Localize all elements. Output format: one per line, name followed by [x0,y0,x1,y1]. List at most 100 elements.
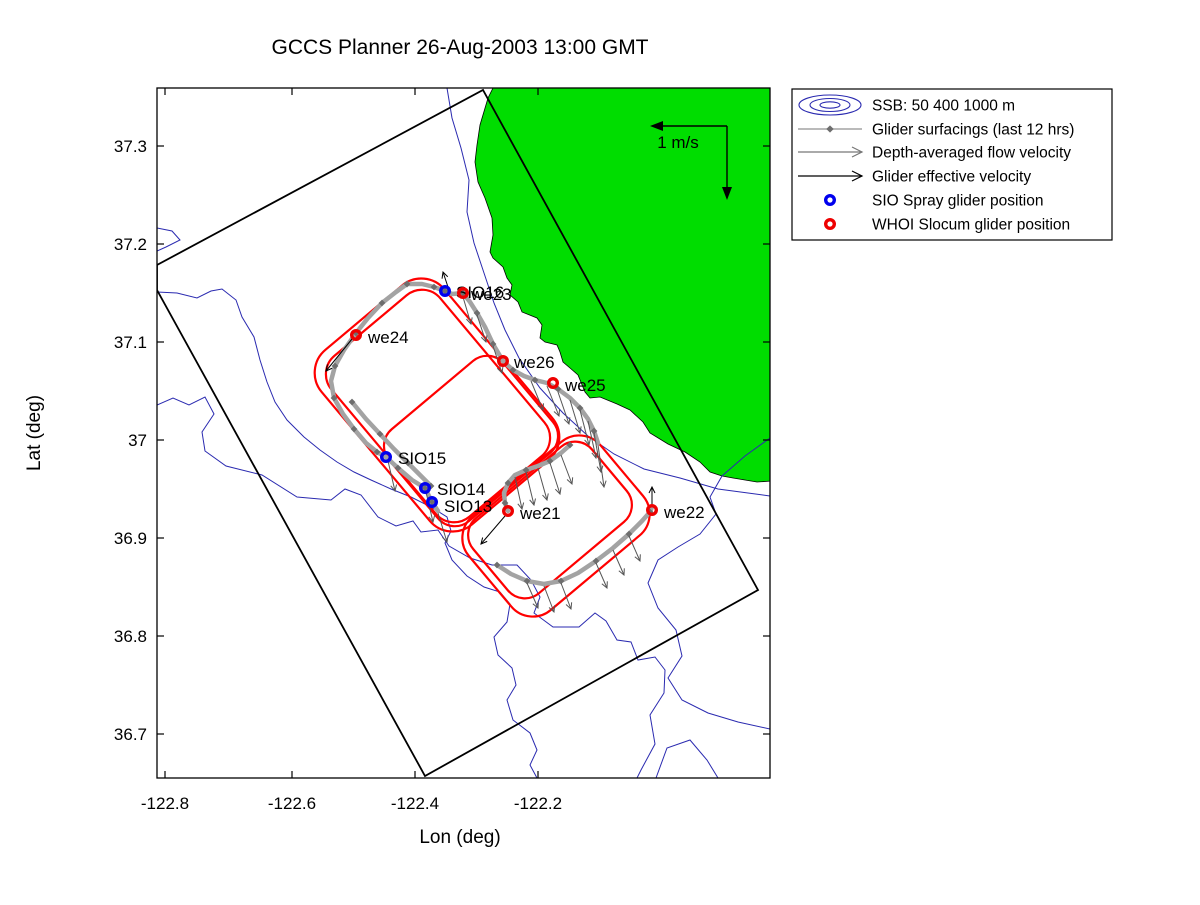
flow-arrowhead-icon [584,438,591,447]
surfacing-diamond-icon [331,362,339,370]
scale-arrowhead-down-icon [722,187,732,200]
glider-label-SIO13: SIO13 [444,497,492,516]
flow-arrowhead-icon [563,417,571,426]
surfacing-diamond-icon [350,425,358,433]
flow-arrow [597,444,605,488]
legend-label-3: Glider effective velocity [872,169,1031,186]
flow-arrowhead-icon [566,477,574,486]
ssb-contours-icon [798,94,862,116]
y-axis-label: Lat (deg) [24,395,45,471]
flow-arrow [476,314,487,343]
spray-marker-icon [824,193,837,206]
y-tick-label: 36.8 [114,627,147,646]
surfacing-diamond-icon [459,289,467,297]
plot-border [156,87,771,779]
track-we22 [494,504,655,587]
bathymetry-contour-4 [157,288,538,778]
flow-arrow [612,549,625,576]
surfacing-diamond-icon [441,287,449,295]
effective-velocity-arrow [480,515,506,545]
legend-label-5: WHOI Slocum glider position [872,217,1070,234]
flow-arrow [543,585,555,613]
surfacing-diamond-icon [501,499,509,507]
x-tick-label: -122.6 [268,794,316,813]
flow-arrowhead-icon [428,515,436,524]
flow-arrow [546,385,560,417]
surfacing-diamond-icon [348,398,356,406]
track-sio [328,281,441,514]
effective-arrowhead-icon [325,364,333,372]
x-tick-label: -122.4 [391,794,439,813]
bathymetry-contour-5 [655,739,719,778]
bathymetry-contour-3 [157,227,181,252]
flow-arrow [557,391,570,425]
bathymetry-contour-0 [446,88,770,497]
effective-arrowhead-icon [480,537,488,545]
flow-arrowhead-icon [390,484,398,493]
effective-arrowhead-icon [441,270,449,279]
flow-arrowhead-icon [542,493,549,502]
glider-marker-we23 [457,287,470,300]
flow-arrow [462,296,472,325]
glider-label-we23: we23 [470,285,512,304]
legend-label-0: SSB: 50 400 1000 m [872,98,1015,115]
flow-arrow [526,582,539,609]
scale-arrowhead-left-icon [650,121,663,131]
scale-arrow-label: 1 m/s [657,133,699,152]
flow-arrow [525,471,535,506]
y-tick-label: 37.1 [114,333,147,352]
flow-arrow [560,582,572,610]
ssb-contours-icon [809,97,851,113]
surfacing-diamond-icon [421,484,429,492]
effective-arrowhead-icon [648,485,656,494]
legend-item-0: SSB: 50 400 1000 m [798,94,1015,116]
y-tick-label: 36.9 [114,529,147,548]
flow-arrow [514,476,523,510]
glider-label-we21: we21 [519,504,561,523]
glider-marker-SIO14 [419,482,432,495]
glider-marker-we21 [502,505,515,518]
surfacing-diamond-icon [376,430,384,438]
flow-arrow [587,420,597,459]
planned-racetrack-4 [461,434,651,618]
flow-arrowhead-icon [537,403,544,412]
flow-arrowhead-icon [634,554,641,563]
flow-arrowhead-icon [599,480,607,489]
surfacing-diamond-icon [403,280,411,288]
legend-label-1: Glider surfacings (last 12 hrs) [872,122,1074,139]
flow-arrow [530,380,544,411]
x-tick-label: -122.2 [514,794,562,813]
effective-arrow-icon-head [851,170,864,182]
flow-arrow [387,460,396,492]
flow-arrow [595,562,608,589]
glider-marker-SIO16 [439,285,452,298]
flow-arrowhead-icon [532,601,539,610]
flow-arrowhead-icon [554,487,562,496]
flow-arrow [560,454,573,485]
flow-arrowhead-icon [591,451,599,460]
flow-arrowhead-icon [575,426,582,435]
flow-arrowhead-icon [548,605,556,614]
surfacing-diamond-icon [493,561,501,569]
flow-arrowhead-icon [596,465,604,474]
glider-label-we26: we26 [513,353,555,372]
flow-arrowhead-icon [441,535,449,544]
surfacing-diamond-icon [473,309,481,317]
flow-arrowhead-icon [517,502,525,511]
glider-marker-we26 [497,355,510,368]
effective-velocity-arrow [325,338,353,372]
axes-layer: -122.8 -122.6 -122.4 -122.2 37.3 37.2 37.1 37 36… [114,87,771,813]
figure-title: GCCS Planner 26-Aug-2003 13:00 GMT [271,36,648,59]
glider-marker-SIO13 [426,496,439,509]
flow-arrow [549,462,561,495]
surfacing-diamond-icon [373,448,381,456]
slocum-marker-icon [824,217,837,230]
flow-arrow [628,535,641,562]
glider-label-we22: we22 [663,503,705,522]
planned-racetrack-2 [382,354,560,528]
surfacing-diamond-icon [394,464,402,472]
surfacing-diamond-icon [378,299,386,307]
